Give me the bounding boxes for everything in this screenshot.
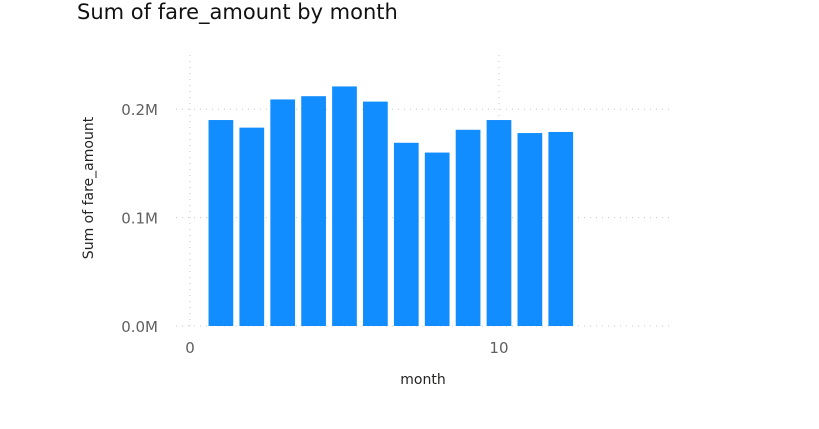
bar-month-12 xyxy=(548,131,574,326)
bar-month-6 xyxy=(363,101,388,326)
x-tick-label: 10 xyxy=(489,339,508,357)
bar-month-3 xyxy=(270,99,296,326)
bar-month-11 xyxy=(517,133,543,326)
bar-month-10 xyxy=(486,120,512,326)
y-tick-label: 0.1M xyxy=(121,210,158,228)
tick-labels: 0.0M 0.1M 0.2M 0 10 xyxy=(121,101,508,357)
bar-month-7 xyxy=(393,142,419,326)
x-axis-title: month xyxy=(400,372,445,388)
y-tick-label: 0.0M xyxy=(121,318,158,336)
bars xyxy=(208,86,574,327)
bar-month-8 xyxy=(424,152,450,326)
bar-month-1 xyxy=(208,120,234,326)
x-tick-label: 0 xyxy=(185,339,195,357)
chart-title: Sum of fare_amount by month xyxy=(77,0,398,24)
bar-month-5 xyxy=(332,86,357,326)
y-axis-title: Sum of fare_amount xyxy=(81,116,97,259)
y-tick-label: 0.2M xyxy=(121,101,158,119)
bar-month-2 xyxy=(239,127,265,327)
bar-month-9 xyxy=(455,129,481,326)
bar-month-4 xyxy=(301,96,326,326)
